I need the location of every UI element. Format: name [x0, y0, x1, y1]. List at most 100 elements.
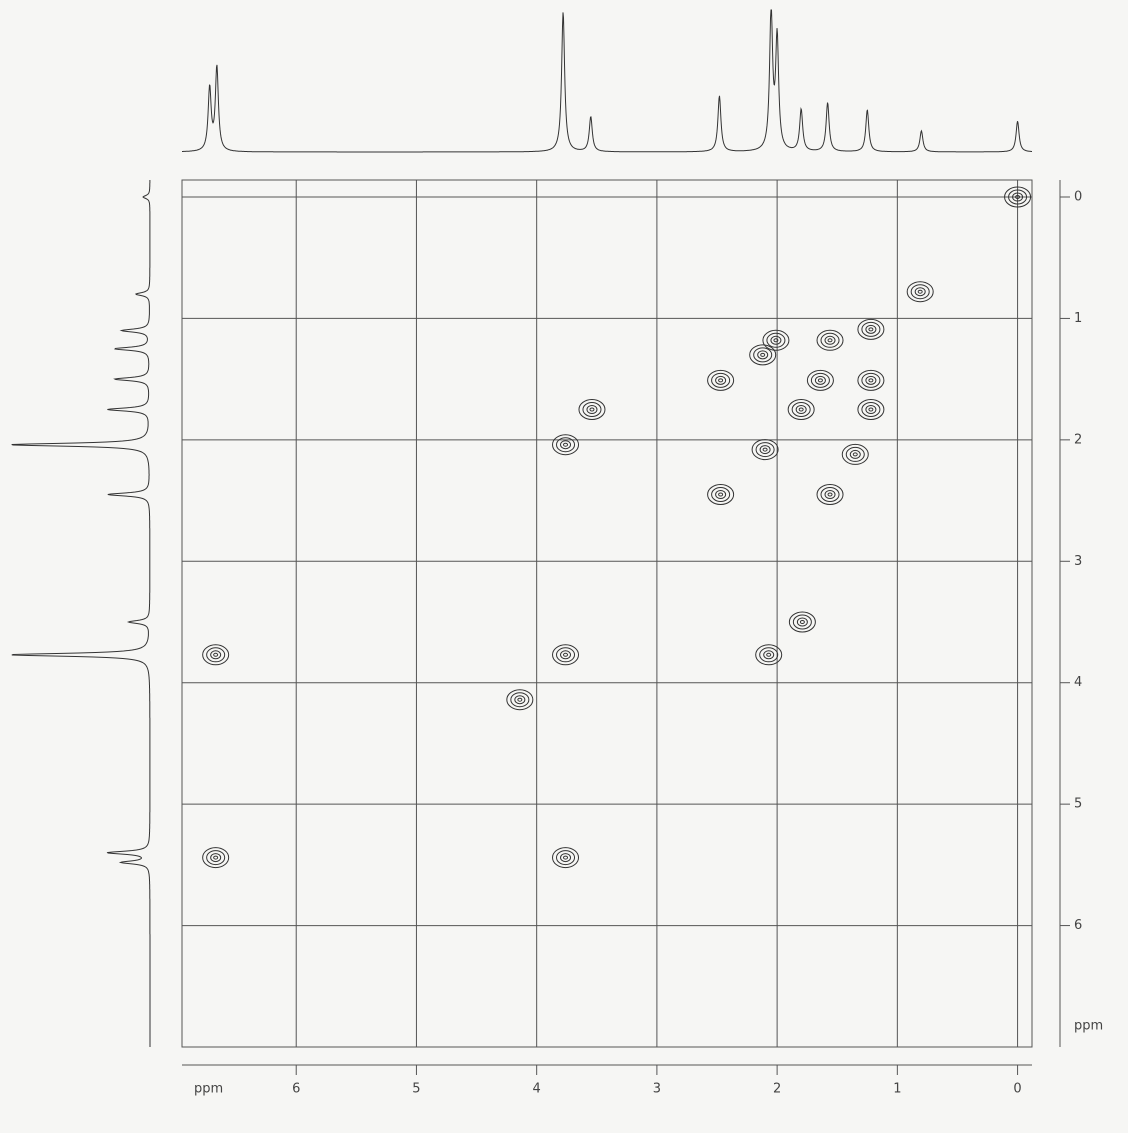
x-tick-label: 2 [773, 1082, 781, 1097]
y-tick-label: 4 [1074, 675, 1082, 690]
contour [816, 329, 844, 351]
contour [202, 644, 230, 666]
contour [787, 399, 815, 420]
contour [773, 338, 779, 343]
contour [707, 484, 735, 505]
x-tick-label: 0 [1013, 1082, 1021, 1097]
contour [865, 375, 877, 385]
cross-peak [857, 369, 885, 391]
contour [578, 399, 606, 420]
contour [791, 402, 811, 417]
contour [788, 611, 816, 633]
contour [514, 695, 526, 705]
contour [792, 614, 812, 630]
contour [763, 650, 775, 660]
contour [718, 378, 724, 383]
contour [759, 647, 779, 663]
contour [560, 650, 572, 660]
contour [586, 405, 598, 414]
contour [760, 352, 766, 357]
cross-peak [788, 611, 816, 633]
contour [755, 442, 775, 458]
contour [857, 399, 885, 420]
x-tick-label: 3 [653, 1082, 661, 1097]
cross-peak [857, 318, 885, 340]
contour [766, 652, 772, 657]
cross-peak [1004, 186, 1032, 208]
cross-peak [552, 434, 580, 456]
plot-frame [181, 179, 1033, 1048]
contour [560, 853, 572, 863]
contour [749, 344, 777, 366]
left-projection [11, 180, 151, 1047]
contour [820, 332, 840, 348]
contour [510, 692, 530, 708]
x-axis-label: ppm [194, 1082, 223, 1097]
contour [563, 652, 569, 657]
contour [552, 434, 580, 456]
contour [757, 350, 769, 360]
contour [865, 405, 877, 414]
contour [718, 492, 724, 497]
contour [795, 405, 807, 414]
x-tick-label: 5 [412, 1082, 420, 1097]
contour [556, 437, 576, 453]
contour [755, 644, 783, 666]
cross-peak [552, 847, 580, 869]
contour [770, 335, 782, 345]
contour [753, 347, 773, 363]
contour [1015, 195, 1021, 199]
y-axis-label: ppm [1074, 1019, 1103, 1034]
y-tick-label: 6 [1074, 918, 1082, 933]
contour [814, 375, 826, 385]
contour [857, 369, 885, 391]
contour [210, 650, 222, 660]
cross-peak [906, 281, 934, 303]
contour [206, 647, 226, 663]
contour [715, 375, 727, 385]
contour [849, 449, 861, 459]
contour [868, 407, 874, 412]
contour [868, 378, 874, 383]
y-tick-label: 5 [1074, 797, 1082, 812]
cross-peak [552, 644, 580, 666]
contour [762, 447, 768, 452]
cross-peak [578, 399, 606, 420]
contour [810, 372, 830, 388]
cross-peak [707, 484, 735, 505]
contour [589, 407, 595, 412]
contour [210, 853, 222, 863]
y-tick-label: 2 [1074, 432, 1082, 447]
contour [861, 321, 881, 337]
contour [213, 652, 219, 657]
cross-peak [787, 399, 815, 420]
contour [861, 402, 881, 417]
contour [841, 443, 869, 465]
contour [914, 287, 926, 297]
contour [824, 335, 836, 345]
contour [711, 487, 731, 502]
contour [1008, 189, 1028, 205]
contour [560, 440, 572, 450]
contour [506, 689, 534, 711]
contour [762, 329, 790, 351]
cross-peak [841, 443, 869, 465]
contour [715, 490, 727, 499]
contour [552, 644, 580, 666]
cross-peak [749, 344, 777, 366]
contour [796, 617, 808, 627]
contour [799, 620, 805, 624]
cross-peak [751, 439, 779, 461]
x-tick-label: 4 [533, 1082, 541, 1097]
cross-peak [202, 847, 230, 869]
contour [1004, 186, 1032, 208]
contour [766, 332, 786, 348]
contour [206, 850, 226, 866]
cross-peak [857, 399, 885, 420]
contour [865, 324, 877, 334]
contour [845, 446, 865, 462]
contour [806, 369, 834, 391]
contour [552, 847, 580, 869]
